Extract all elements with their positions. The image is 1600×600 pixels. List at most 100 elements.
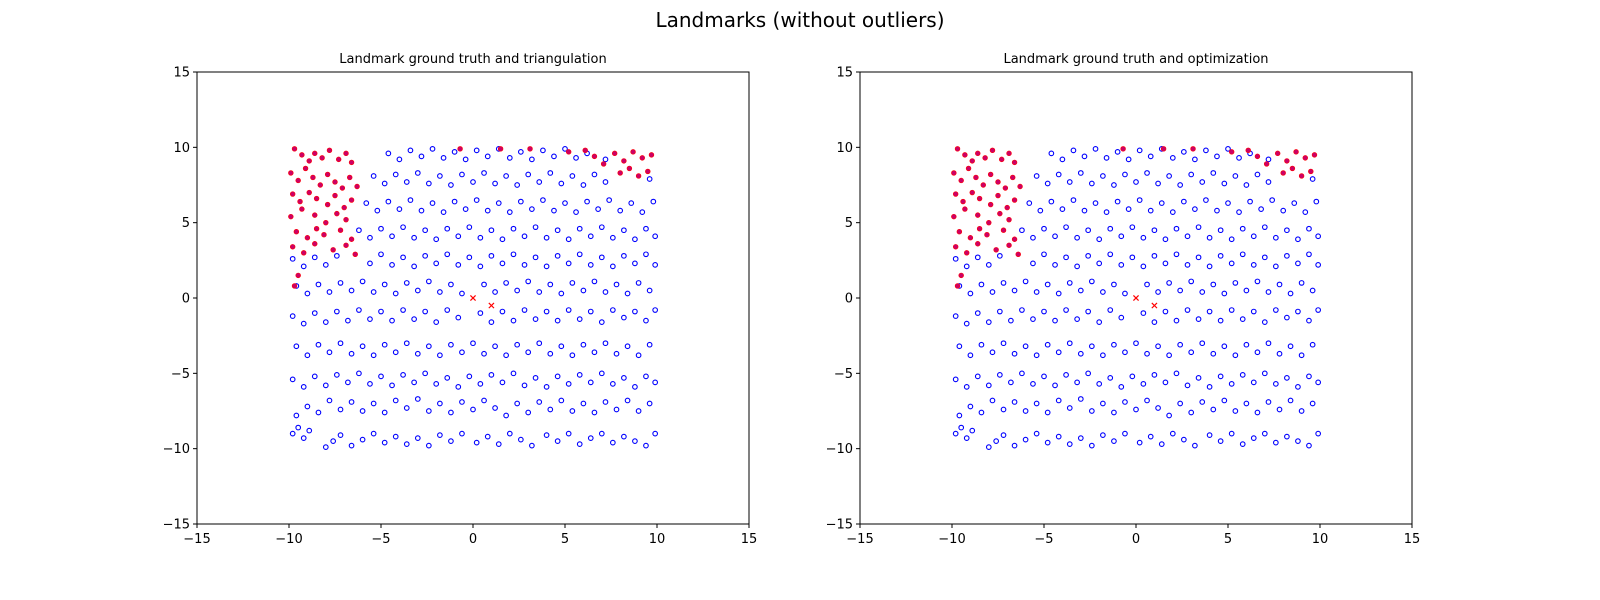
series-x — [1132, 294, 1158, 309]
data-point — [403, 405, 410, 411]
data-point — [422, 370, 429, 377]
data-point — [632, 260, 638, 267]
estimate-point — [295, 177, 301, 184]
estimate-point — [291, 283, 298, 289]
data-point — [370, 430, 377, 437]
data-point — [1041, 373, 1047, 380]
estimate-point — [330, 247, 336, 253]
data-point — [348, 287, 355, 294]
data-point — [1243, 341, 1250, 348]
data-point — [1100, 289, 1106, 295]
data-point — [1250, 379, 1257, 386]
data-point — [525, 171, 532, 178]
estimate-point — [321, 232, 327, 238]
data-point — [311, 310, 318, 316]
data-point — [304, 352, 311, 359]
data-point — [591, 171, 598, 178]
data-point — [1019, 227, 1025, 234]
x-tick-label: −10 — [275, 532, 302, 547]
data-point — [466, 373, 473, 380]
data-point — [300, 263, 307, 270]
data-point — [1088, 442, 1095, 449]
data-point — [1122, 290, 1128, 297]
data-point — [1210, 350, 1217, 357]
data-point — [1261, 224, 1268, 231]
estimate-point — [630, 149, 636, 155]
x-tick-label: 5 — [561, 532, 569, 547]
data-point — [1066, 441, 1073, 447]
data-point — [580, 182, 587, 188]
data-point — [532, 254, 539, 261]
data-point — [532, 316, 539, 322]
data-point — [451, 149, 458, 155]
estimate-point — [293, 229, 300, 235]
data-point — [967, 403, 974, 410]
data-point — [1151, 252, 1158, 259]
data-point — [444, 375, 451, 381]
estimate-point — [976, 195, 983, 202]
estimate-point — [324, 171, 331, 178]
data-point — [952, 376, 959, 383]
data-point — [1107, 307, 1114, 313]
y-tick-label: 15 — [173, 66, 190, 81]
data-point — [1177, 341, 1184, 348]
data-point — [635, 408, 642, 414]
data-point — [974, 310, 981, 316]
data-point — [1081, 153, 1088, 160]
data-point — [1217, 373, 1224, 380]
data-point — [1221, 397, 1228, 404]
data-point — [1033, 430, 1040, 437]
data-point — [1077, 435, 1084, 441]
estimate-point — [951, 170, 957, 176]
data-point — [300, 435, 307, 441]
estimate-point — [989, 147, 996, 154]
data-point — [304, 290, 311, 297]
data-point — [1306, 373, 1312, 380]
data-point — [1059, 156, 1066, 163]
x-tick-label: −5 — [371, 532, 390, 547]
data-point — [1306, 225, 1312, 232]
data-point — [1144, 281, 1150, 288]
data-point — [322, 262, 329, 268]
data-point — [1169, 209, 1176, 215]
data-point — [1096, 260, 1103, 267]
data-point — [389, 382, 395, 389]
data-point — [1158, 200, 1165, 206]
data-point — [422, 227, 429, 234]
data-point — [1144, 170, 1150, 176]
data-point — [543, 384, 550, 390]
data-point — [1188, 278, 1195, 285]
estimate-point — [313, 195, 320, 202]
data-point — [289, 376, 296, 383]
data-point — [1177, 400, 1184, 407]
data-point — [1309, 287, 1316, 294]
data-point — [543, 263, 550, 270]
data-point — [1272, 234, 1279, 241]
data-point — [1088, 343, 1095, 350]
estimate-point — [969, 189, 975, 196]
data-point — [514, 182, 521, 188]
data-point — [1140, 381, 1147, 387]
data-point — [459, 290, 465, 297]
x-tick-label: −10 — [938, 532, 965, 547]
estimate-point — [304, 235, 311, 241]
data-point — [1133, 179, 1139, 185]
data-point — [1166, 352, 1172, 359]
data-point — [1041, 251, 1047, 258]
data-point — [521, 307, 528, 313]
data-point — [587, 379, 594, 386]
estimate-point — [299, 206, 305, 212]
data-point — [322, 319, 329, 325]
estimate-point — [332, 179, 338, 185]
estimate-point — [343, 150, 349, 157]
data-point — [1199, 399, 1206, 405]
x-tick-label: 5 — [1224, 532, 1232, 547]
data-point — [315, 341, 322, 348]
data-point — [1063, 254, 1069, 261]
data-point — [978, 281, 985, 288]
data-point — [1180, 436, 1187, 443]
data-point — [632, 236, 638, 243]
data-point — [1144, 350, 1150, 357]
data-point — [1055, 349, 1062, 356]
data-point — [635, 280, 642, 286]
